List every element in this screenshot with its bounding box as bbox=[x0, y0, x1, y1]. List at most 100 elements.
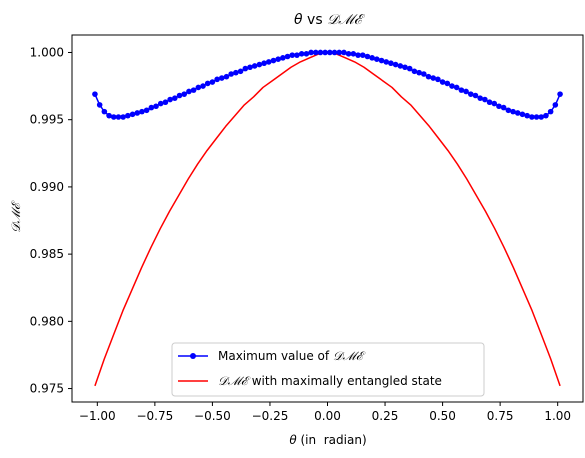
x-tick-label: 0.00 bbox=[314, 409, 341, 423]
series-max-dme-point bbox=[298, 51, 305, 57]
series-max-dme-point bbox=[110, 114, 117, 120]
series-max-dme-point bbox=[439, 79, 446, 85]
legend-box bbox=[171, 342, 485, 397]
series-max-dme-point bbox=[303, 51, 310, 57]
series-max-dme-point bbox=[308, 49, 314, 56]
series-max-dme-point bbox=[139, 108, 145, 115]
x-tick-label: 1.00 bbox=[544, 409, 571, 423]
series-max-dme-point bbox=[519, 111, 526, 118]
series-max-dme-point bbox=[416, 69, 422, 76]
series-max-dme-point bbox=[552, 102, 559, 108]
series-max-dme-point bbox=[491, 100, 498, 107]
series-max-dme-point bbox=[219, 75, 225, 81]
xlabel-rest: (in radian) bbox=[297, 433, 367, 447]
series-max-dme-point bbox=[125, 112, 131, 119]
series-max-dme-point bbox=[251, 63, 258, 69]
y-tick-label: 0.995 bbox=[30, 113, 64, 127]
chart-title: θ vs 𝒟ℳℰ bbox=[294, 12, 366, 28]
series-max-dme-point bbox=[341, 49, 347, 56]
series-max-dme-point bbox=[524, 112, 530, 119]
series-max-dme-point bbox=[392, 61, 399, 68]
series-max-dme-point bbox=[270, 57, 277, 64]
series-max-dme-point bbox=[120, 114, 126, 120]
series-max-dme-point bbox=[167, 96, 173, 103]
series-max-dme-point bbox=[402, 64, 408, 71]
series-max-dme-point bbox=[148, 104, 155, 111]
title-dme: 𝒟ℳℰ bbox=[327, 12, 366, 28]
series-max-dme-point bbox=[190, 87, 197, 93]
legend-label-max: Maximum value of 𝒟ℳℰ bbox=[218, 349, 366, 363]
series-max-dme-point bbox=[195, 84, 202, 91]
series-max-dme-point bbox=[256, 61, 263, 68]
series-max-dme-point bbox=[543, 112, 549, 119]
series-max-dme-point bbox=[444, 80, 451, 87]
series-max-dme-point bbox=[369, 55, 375, 61]
series-max-dme-point bbox=[467, 91, 474, 97]
series-max-dme-point bbox=[547, 108, 554, 115]
series-max-dme-point bbox=[482, 96, 488, 103]
series-max-dme-point bbox=[153, 103, 159, 110]
series-max-dme-point bbox=[397, 63, 404, 69]
x-tick-label: 0.75 bbox=[487, 409, 514, 423]
series-max-dme-point bbox=[514, 110, 521, 116]
y-tick-label: 0.985 bbox=[30, 247, 64, 261]
x-tick-label: −0.50 bbox=[194, 409, 231, 423]
series-max-dme-point bbox=[538, 114, 545, 120]
series-max-dme-point bbox=[214, 76, 220, 83]
legend-max-dme: 𝒟ℳℰ bbox=[333, 349, 366, 363]
series-max-dme-point bbox=[359, 52, 366, 58]
series-max-dme-point bbox=[233, 69, 239, 76]
series-max-dme-point bbox=[181, 91, 188, 97]
series-max-dme-point bbox=[209, 79, 216, 85]
series-max-dme-point bbox=[289, 52, 296, 58]
series-max-dme-point bbox=[425, 73, 432, 80]
x-tick-label: 0.25 bbox=[372, 409, 399, 423]
series-max-dme-point bbox=[284, 53, 291, 60]
series-max-dme-point bbox=[275, 56, 281, 62]
x-axis: −1.00 −0.75 −0.50 −0.25 0.00 0.25 0.50 0.75 1.00 bbox=[79, 402, 571, 423]
x-axis-label: θ (in radian) bbox=[289, 433, 366, 447]
series-max-dme-point bbox=[162, 99, 169, 106]
y-tick-label: 1.000 bbox=[30, 45, 64, 59]
series-max-dme-point bbox=[200, 83, 206, 89]
series-max-dme-point bbox=[364, 53, 371, 60]
series-max-dme-point bbox=[327, 49, 333, 56]
title-vs: vs bbox=[303, 12, 327, 28]
series-max-dme-point bbox=[96, 102, 103, 108]
legend: Maximum value of 𝒟ℳℰ 𝒟ℳℰ with maximally … bbox=[171, 342, 485, 397]
series-max-dme-point bbox=[331, 49, 338, 56]
series-max-dme-point bbox=[533, 114, 540, 120]
series-max-dme-point bbox=[453, 84, 460, 91]
series-max-dme-point bbox=[449, 83, 455, 89]
series-max-dme-point bbox=[472, 92, 479, 99]
series-max-dme-point bbox=[350, 51, 357, 57]
series-max-dme-point bbox=[557, 91, 563, 97]
series-max-dme-point bbox=[143, 107, 150, 114]
y-axis: 0.975 0.980 0.985 0.990 0.995 1.000 bbox=[30, 45, 72, 396]
series-max-dme-point bbox=[317, 49, 324, 56]
series-max-dme-point bbox=[430, 75, 437, 81]
legend-label-mes: 𝒟ℳℰ with maximally entangled state bbox=[218, 374, 442, 388]
series-max-dme-point bbox=[115, 114, 122, 120]
plot-area bbox=[92, 49, 563, 387]
series-max-dme-point bbox=[322, 49, 328, 56]
x-tick-label: 0.50 bbox=[429, 409, 456, 423]
series-max-dme-point bbox=[134, 110, 141, 116]
series-max-dme-point bbox=[388, 60, 394, 67]
series-max-dme-point bbox=[129, 111, 136, 118]
series-max-dme-point bbox=[529, 114, 535, 120]
series-max-dme-point bbox=[312, 49, 319, 56]
series-max-dme-point bbox=[510, 108, 516, 115]
y-tick-label: 0.980 bbox=[30, 314, 64, 328]
series-max-dme-point bbox=[383, 59, 390, 65]
series-max-dme-point bbox=[265, 59, 272, 65]
series-max-dme-point bbox=[458, 87, 465, 93]
series-max-dme-point bbox=[355, 52, 361, 58]
legend-max-prefix: Maximum value of bbox=[218, 349, 333, 363]
y-tick-label: 0.975 bbox=[30, 382, 64, 396]
series-max-dme-point bbox=[92, 91, 98, 97]
series-max-dme-point bbox=[435, 76, 441, 83]
series-max-dme-point bbox=[242, 65, 249, 72]
x-tick-label: −0.25 bbox=[252, 409, 289, 423]
